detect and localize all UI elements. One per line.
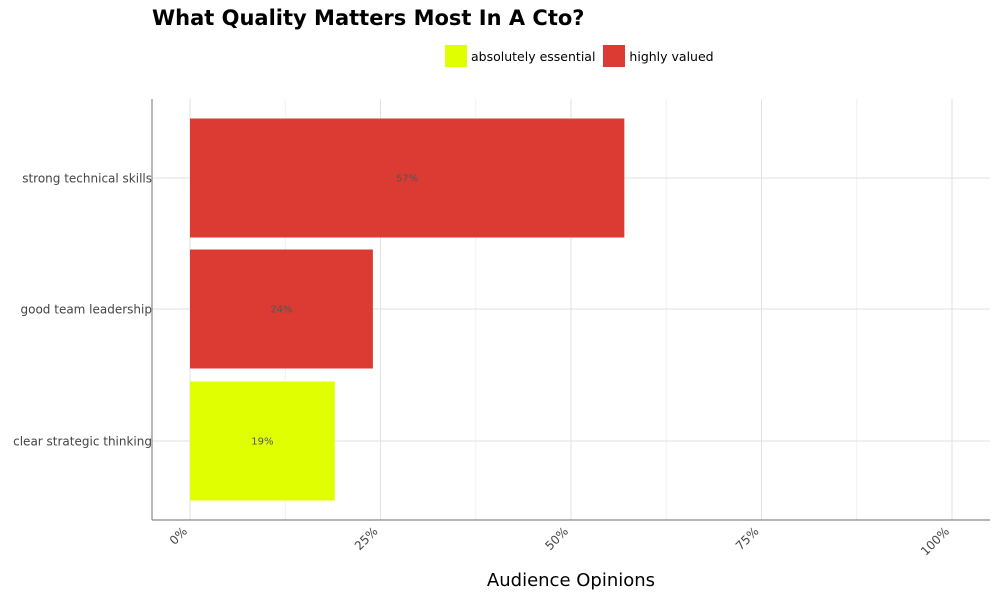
legend-label-absolutely-essential: absolutely essential bbox=[471, 48, 596, 64]
x-tick-label: 50% bbox=[542, 524, 571, 553]
legend-item-absolutely-essential: absolutely essential bbox=[445, 45, 595, 67]
legend: absolutely essential highly valued bbox=[445, 45, 722, 67]
bar bbox=[190, 381, 335, 501]
bar-value-label: 57% bbox=[396, 174, 418, 185]
x-tick-label: 0% bbox=[167, 524, 190, 547]
x-axis-title: Audience Opinions bbox=[487, 570, 655, 591]
chart-title: What Quality Matters Most In A Cto? bbox=[152, 6, 585, 30]
legend-item-highly-valued: highly valued bbox=[603, 45, 714, 67]
bar bbox=[190, 118, 625, 238]
bar bbox=[190, 249, 373, 369]
legend-swatch-highly-valued bbox=[603, 45, 626, 67]
x-tick-label: 75% bbox=[733, 524, 762, 553]
y-tick-label: good team leadership bbox=[21, 303, 153, 317]
x-tick-label: 25% bbox=[352, 524, 381, 553]
legend-swatch-absolutely-essential bbox=[445, 45, 467, 67]
legend-label-highly-valued: highly valued bbox=[629, 48, 714, 64]
x-tick-label: 100% bbox=[918, 524, 952, 558]
bar-value-label: 19% bbox=[251, 437, 273, 448]
bar-value-label: 24% bbox=[270, 305, 292, 316]
y-tick-label: strong technical skills bbox=[22, 172, 152, 186]
y-tick-label: clear strategic thinking bbox=[13, 435, 152, 449]
